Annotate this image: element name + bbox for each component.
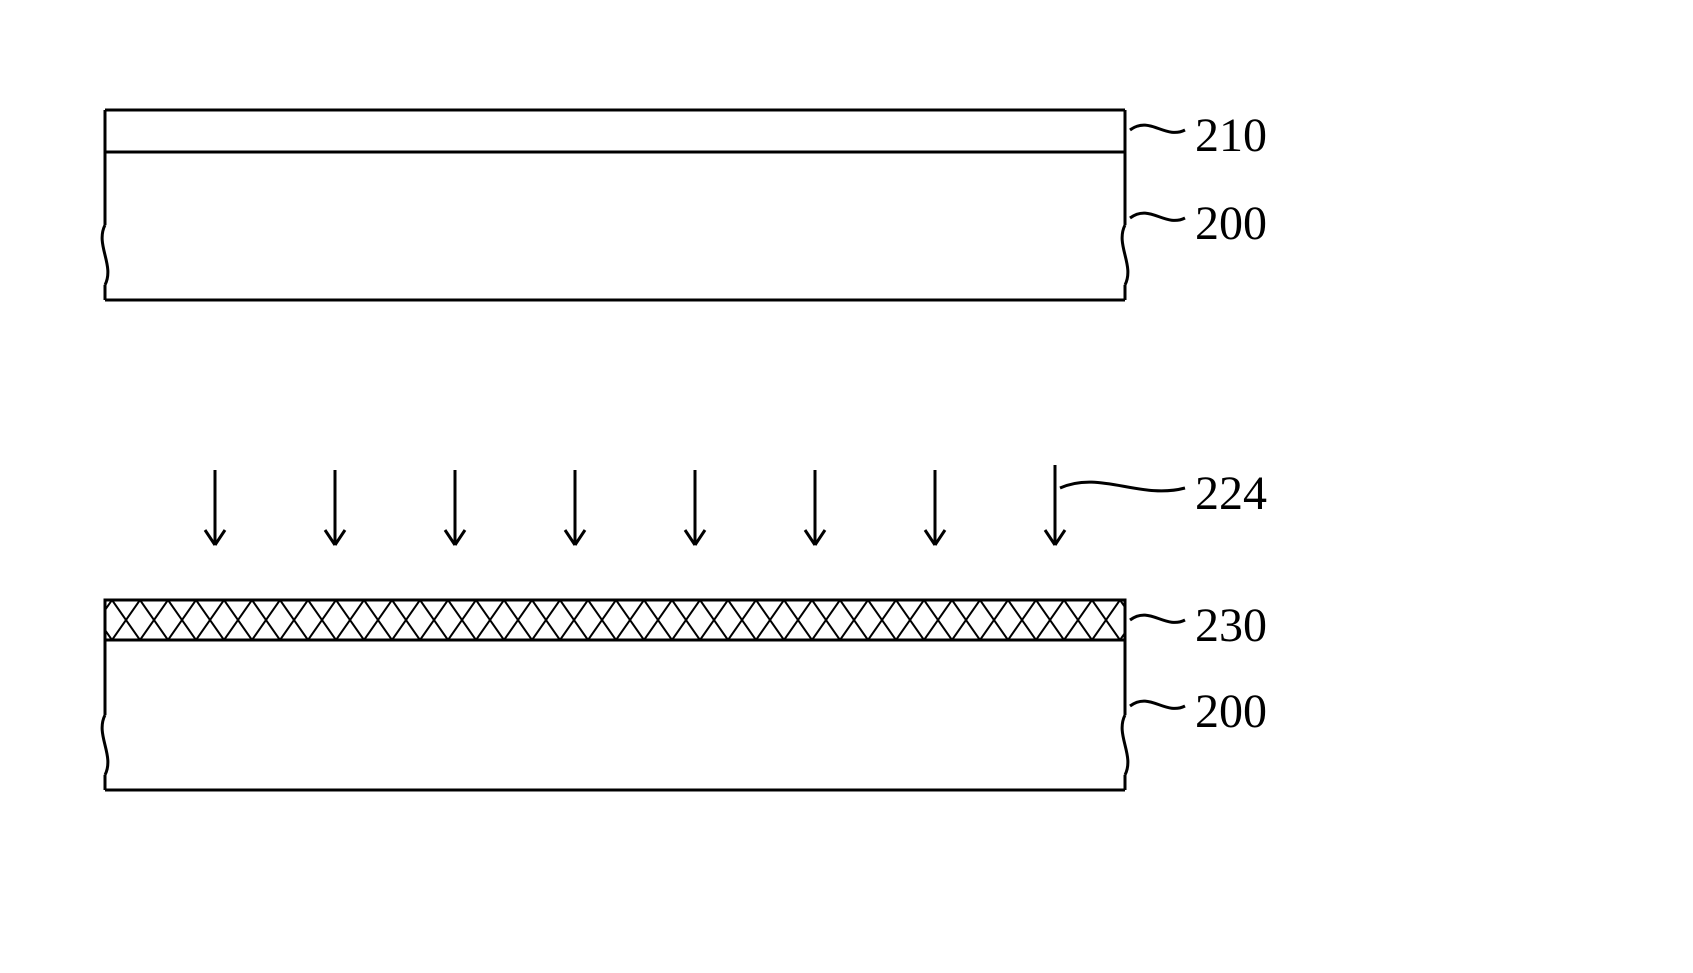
label-210: 210 — [1195, 108, 1267, 163]
arrow-6 — [805, 470, 825, 545]
label-224: 224 — [1195, 466, 1267, 521]
bottom-wavy-left — [102, 715, 108, 775]
label-200-bottom: 200 — [1195, 684, 1267, 739]
leader-200-bottom — [1130, 701, 1185, 708]
diagram-svg — [0, 0, 1693, 973]
layer-230 — [105, 600, 1125, 640]
arrows-group — [205, 470, 1065, 545]
label-230: 230 — [1195, 598, 1267, 653]
leader-200-top — [1130, 213, 1185, 220]
top-wavy-left — [102, 225, 108, 285]
leader-224 — [1060, 482, 1185, 491]
top-wavy-right — [1122, 225, 1128, 285]
arrow-2 — [325, 470, 345, 545]
leader-230 — [1130, 615, 1185, 622]
layered-diagram: 210 200 224 230 200 — [0, 0, 1693, 973]
leader-210 — [1130, 125, 1185, 132]
label-200-top: 200 — [1195, 196, 1267, 251]
arrow-3 — [445, 470, 465, 545]
bottom-wavy-right — [1122, 715, 1128, 775]
arrow-4 — [565, 470, 585, 545]
arrow-5 — [685, 470, 705, 545]
arrow-1 — [205, 470, 225, 545]
arrow-7 — [925, 470, 945, 545]
